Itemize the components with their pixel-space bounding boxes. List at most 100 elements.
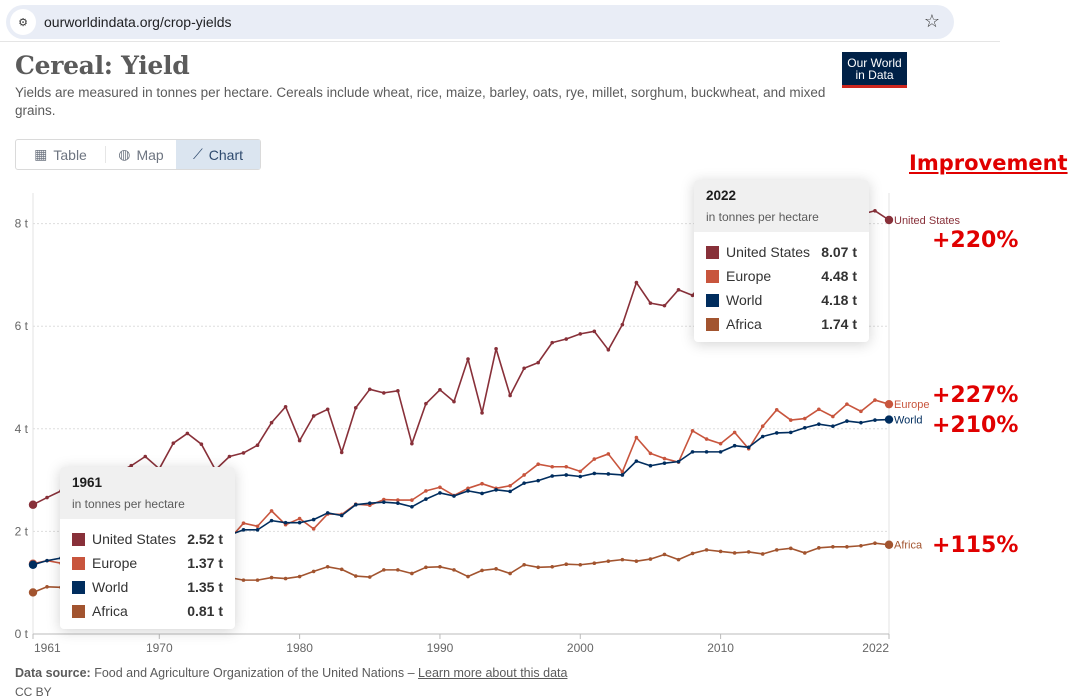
data-point	[550, 464, 555, 469]
data-point	[466, 486, 470, 491]
data-point	[606, 452, 611, 456]
data-point	[382, 497, 386, 502]
tab-label: Map	[136, 146, 164, 163]
data-point	[817, 422, 821, 426]
x-tick-label: 1970	[146, 641, 173, 655]
data-point	[845, 402, 849, 406]
data-point	[746, 445, 751, 450]
x-tick-label: 1990	[427, 641, 454, 655]
data-point	[859, 543, 863, 548]
x-tick-label: 1980	[286, 641, 313, 655]
data-point	[873, 398, 877, 402]
data-point	[831, 424, 835, 429]
data-point	[788, 546, 793, 551]
data-point	[438, 564, 442, 569]
data-point	[522, 366, 526, 371]
star-icon[interactable]: ☆	[923, 11, 940, 31]
data-point	[620, 557, 625, 562]
data-point	[508, 489, 512, 494]
data-point	[592, 561, 597, 566]
data-point	[339, 450, 344, 455]
data-point	[353, 405, 358, 410]
tooltip-row: World 4.18 t	[706, 288, 857, 312]
data-point	[396, 389, 400, 393]
data-point	[297, 516, 302, 521]
data-point	[452, 568, 456, 572]
data-point	[845, 419, 849, 423]
data-point	[676, 287, 681, 292]
y-tick-label: 6 t	[15, 319, 29, 333]
data-point	[760, 434, 765, 439]
europe-change-annotation: +227%	[932, 383, 1019, 408]
tab-table[interactable]: ▦ Table	[16, 146, 106, 163]
row-value: 4.48 t	[821, 268, 857, 284]
data-point	[831, 544, 835, 549]
data-point	[732, 551, 737, 555]
data-point	[410, 571, 414, 576]
swatch	[72, 580, 85, 594]
data-point	[424, 401, 428, 406]
data-point	[884, 415, 894, 424]
data-point	[564, 562, 569, 567]
y-tick-label: 4 t	[15, 422, 29, 436]
data-point	[353, 502, 358, 507]
data-point	[704, 548, 709, 552]
row-name: Europe	[92, 555, 138, 571]
data-point	[634, 280, 639, 285]
swatch	[72, 604, 85, 618]
y-axis: 0 t 2 t 4 t 6 t 8 t	[15, 217, 29, 641]
data-point	[396, 568, 400, 572]
data-point	[550, 474, 555, 478]
owid-logo[interactable]: Our World in Data	[842, 52, 907, 88]
tooltip-unit: in tonnes per hectare	[72, 497, 185, 511]
data-point	[185, 431, 190, 436]
data-point	[634, 559, 639, 563]
data-point	[578, 332, 583, 336]
url-text[interactable]: ourworldindata.org/crop-yields	[44, 14, 232, 30]
data-point	[592, 471, 597, 476]
data-point	[382, 500, 386, 504]
x-tick-label: 2022	[862, 641, 889, 655]
data-point	[873, 541, 877, 545]
data-point	[297, 438, 302, 443]
data-point	[283, 520, 288, 525]
globe-icon: ◍	[118, 146, 131, 162]
data-point	[339, 513, 344, 518]
learn-more-link[interactable]: Learn more about this data	[418, 666, 568, 680]
swatch	[706, 245, 719, 259]
data-point	[311, 517, 316, 522]
data-point	[438, 485, 442, 490]
data-point	[648, 463, 653, 468]
series-label: Europe	[894, 399, 929, 411]
row-name: Africa	[726, 316, 762, 332]
tab-chart[interactable]: ⟋ Chart	[176, 140, 260, 169]
series-label: World	[894, 415, 923, 427]
data-point	[578, 469, 583, 474]
data-point	[704, 450, 709, 454]
data-point	[648, 557, 653, 561]
data-point	[648, 301, 653, 305]
logo-line-1: Our World	[847, 56, 902, 70]
data-point	[732, 443, 737, 448]
row-name: Europe	[726, 268, 772, 284]
data-point	[424, 497, 428, 501]
data-point	[662, 461, 667, 465]
data-point	[704, 437, 709, 441]
data-point	[494, 488, 498, 492]
data-point	[564, 473, 569, 477]
data-point	[803, 425, 807, 430]
data-point	[508, 483, 512, 488]
row-value: 8.07 t	[821, 244, 857, 260]
series-labels: United States Europe World Africa	[894, 215, 961, 552]
data-point	[410, 441, 414, 446]
data-point	[45, 495, 49, 500]
data-point	[774, 408, 779, 412]
address-bar[interactable]: ⚙ ourworldindata.org/crop-yields ☆	[6, 5, 954, 39]
chart-subtitle: Yields are measured in tonnes per hectar…	[15, 85, 826, 118]
license: CC BY	[15, 685, 52, 699]
site-settings-icon[interactable]: ⚙	[10, 9, 36, 35]
data-point	[606, 472, 611, 476]
tab-map[interactable]: ◍ Map	[106, 140, 176, 169]
data-point	[283, 404, 288, 409]
data-point	[438, 491, 442, 495]
